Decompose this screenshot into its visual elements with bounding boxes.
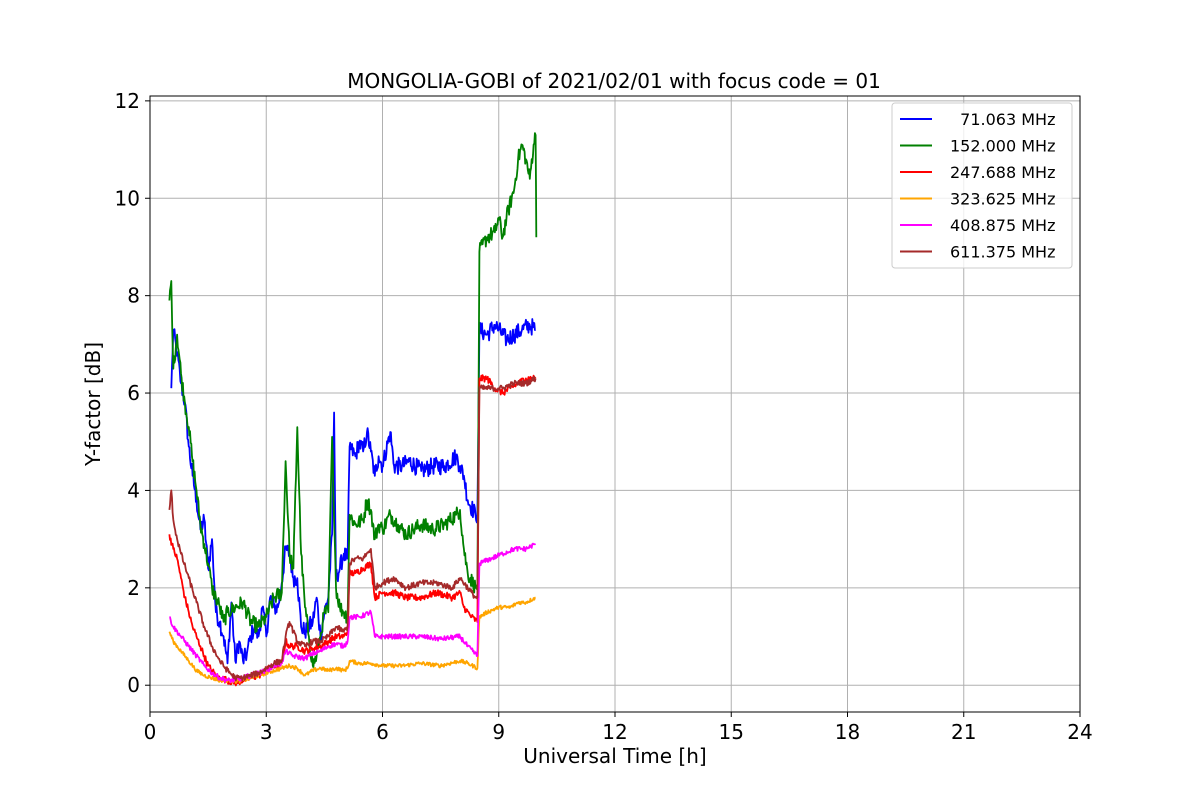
- x-tick-label: 18: [835, 720, 860, 744]
- y-axis: 0 2 4 6 8 10 12: [115, 89, 150, 697]
- grid: [149, 96, 1081, 712]
- x-axis: 0 3 6 9 12 15 18 21 24: [144, 712, 1093, 744]
- legend-label: 247.688 MHz: [950, 163, 1055, 182]
- y-tick-label: 2: [127, 576, 140, 600]
- series-line-5: [168, 375, 537, 682]
- y-tick-label: 10: [115, 186, 140, 210]
- y-axis-label: Y-factor [dB]: [81, 342, 105, 467]
- legend: 71.063 MHz 152.000 MHz 247.688 MHz 323.625 …: [891, 102, 1073, 269]
- x-tick-label: 6: [376, 720, 389, 744]
- legend-label: 323.625 MHz: [950, 190, 1055, 209]
- x-axis-label: Universal Time [h]: [523, 744, 706, 768]
- series-line-4: [169, 542, 536, 684]
- x-tick-label: 9: [492, 720, 505, 744]
- x-tick-label: 21: [951, 720, 976, 744]
- x-tick-label: 3: [260, 720, 273, 744]
- legend-label: 152.000 MHz: [950, 137, 1055, 156]
- x-tick-label: 15: [719, 720, 744, 744]
- chart-title: MONGOLIA-GOBI of 2021/02/01 with focus c…: [347, 69, 881, 93]
- y-tick-label: 0: [127, 673, 140, 697]
- y-tick-label: 4: [127, 478, 140, 502]
- legend-label: 71.063 MHz: [950, 110, 1055, 129]
- legend-label: 408.875 MHz: [950, 216, 1055, 235]
- series-line-1: [168, 132, 538, 669]
- y-tick-label: 8: [127, 284, 140, 308]
- x-tick-label: 24: [1067, 720, 1092, 744]
- legend-label: 611.375 MHz: [950, 243, 1055, 262]
- y-tick-label: 12: [115, 89, 140, 113]
- x-tick-label: 0: [144, 720, 157, 744]
- legend-frame: [891, 102, 1073, 269]
- y-tick-label: 6: [127, 381, 140, 405]
- plot-area: [168, 132, 538, 687]
- x-tick-label: 12: [602, 720, 627, 744]
